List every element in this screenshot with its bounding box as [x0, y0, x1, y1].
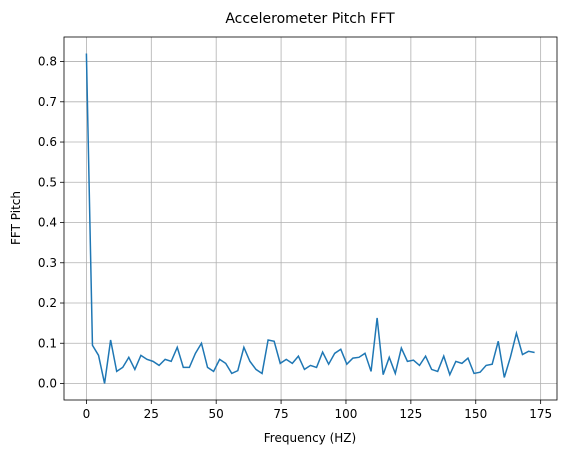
data-line: [85, 53, 535, 384]
y-tick-label: 0.8: [38, 55, 57, 69]
y-tick-label: 0.6: [38, 135, 57, 149]
y-tick-label: 0.1: [38, 336, 57, 350]
y-axis-label: FFT Pitch: [9, 191, 23, 245]
chart-title: Accelerometer Pitch FFT: [225, 11, 395, 27]
x-tick-label: 0: [83, 407, 91, 421]
x-tick-label: 125: [399, 407, 422, 421]
x-axis-label: Frequency (HZ): [264, 431, 356, 445]
x-tick-label: 100: [335, 407, 358, 421]
y-tick-label: 0.0: [38, 377, 57, 391]
y-tick-label: 0.5: [38, 175, 57, 189]
y-tick-label: 0.4: [38, 216, 57, 230]
x-tick-label: 75: [273, 407, 288, 421]
y-tick-label: 0.7: [38, 95, 57, 109]
x-tick-label: 25: [144, 407, 159, 421]
x-tick-label: 50: [209, 407, 224, 421]
x-tick-label: 175: [529, 407, 552, 421]
y-tick-label: 0.3: [38, 256, 57, 270]
y-tick-label: 0.2: [38, 296, 57, 310]
plot-frame: [63, 36, 558, 401]
x-tick-label: 150: [464, 407, 487, 421]
